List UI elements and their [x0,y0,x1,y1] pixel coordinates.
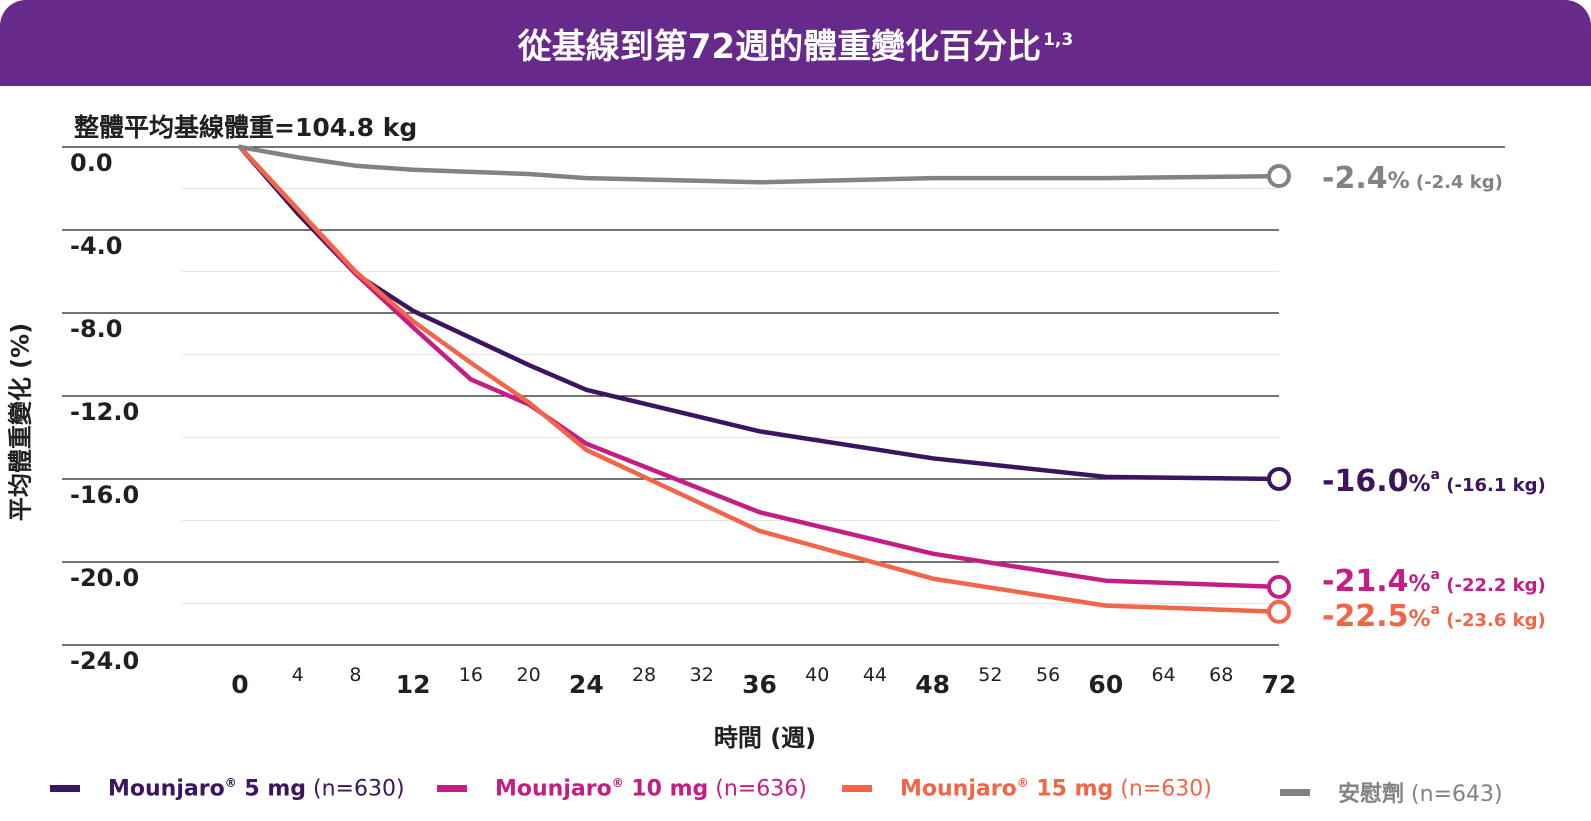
x-tick-label-major: 24 [569,670,604,699]
legend-item-15mg: Mounjaro® 15 mg (n=630) [842,776,1212,801]
x-tick-label-minor: 44 [863,664,887,686]
x-tick-label-minor: 40 [805,664,829,686]
legend-item-placebo: 安慰劑 (n=643) [1280,776,1503,808]
series-end-label: -22.5%a (-23.6 kg) [1322,599,1546,634]
legend-label-10mg: Mounjaro® 10 mg (n=636) [495,776,807,802]
y-tick-label: -8.0 [70,315,122,343]
x-tick-label-major: 60 [1088,670,1123,699]
legend-item-5mg: Mounjaro® 5 mg (n=630) [50,776,405,801]
y-tick-label: -4.0 [70,232,122,260]
x-tick-label-minor: 32 [690,664,714,686]
x-tick-label-major: 12 [396,670,431,699]
legend-swatch-placebo [1280,788,1310,796]
x-tick-label-minor: 16 [459,664,483,686]
series-end-marker [1267,164,1291,189]
x-tick-label-minor: 64 [1151,664,1175,686]
x-tick-label-minor: 52 [978,664,1002,686]
legend-swatch-15mg [842,785,872,793]
y-tick-label: 0.0 [70,149,113,177]
legend-label-15mg: Mounjaro® 15 mg (n=630) [900,776,1212,802]
legend-swatch-10mg [437,785,467,793]
x-tick-label-major: 72 [1262,670,1297,699]
legend-label-5mg: Mounjaro® 5 mg (n=630) [108,776,405,802]
x-tick-label-minor: 4 [292,664,304,686]
x-tick-label-minor: 68 [1209,664,1233,686]
series-end-marker [1267,467,1291,491]
y-tick-label: -12.0 [70,398,139,426]
x-tick-label-major: 48 [915,670,950,699]
series-end-label: -16.0%a (-16.1 kg) [1322,464,1546,499]
y-tick-label: -24.0 [70,647,139,675]
x-tick-label-minor: 20 [517,664,541,686]
x-tick-label-minor: 28 [632,664,656,686]
series-line [237,144,1282,185]
series-end-marker [1267,574,1291,599]
legend-label-placebo: 安慰劑 (n=643) [1338,782,1503,807]
series-end-marker [1267,599,1291,624]
x-tick-label-major: 36 [742,670,777,699]
chart-title: 從基線到第72週的體重變化百分比 1,3 [517,26,1074,67]
x-tick-label-major: 0 [231,670,248,699]
y-tick-label: -20.0 [70,564,139,592]
chart-title-bar: 從基線到第72週的體重變化百分比 1,3 [0,0,1591,86]
series-end-label: -21.4%a (-22.2 kg) [1322,564,1546,599]
series-line [237,144,1282,615]
legend: Mounjaro® 5 mg (n=630) Mounjaro® 10 mg (… [50,776,1550,807]
legend-item-10mg: Mounjaro® 10 mg (n=636) [437,776,807,801]
y-tick-label: -16.0 [70,481,139,509]
legend-swatch-5mg [50,785,80,793]
chart-subtitle: 整體平均基線體重=104.8 kg [74,113,418,142]
x-axis-label: 時間 (週) [713,724,817,752]
series-end-label: -2.4% (-2.4 kg) [1322,161,1503,196]
title-superscript: 1,3 [1043,30,1074,51]
y-axis-label: 平均體重變化 (%) [6,322,35,522]
x-tick-label-minor: 56 [1036,664,1060,686]
x-tick-label-minor: 8 [349,664,361,686]
